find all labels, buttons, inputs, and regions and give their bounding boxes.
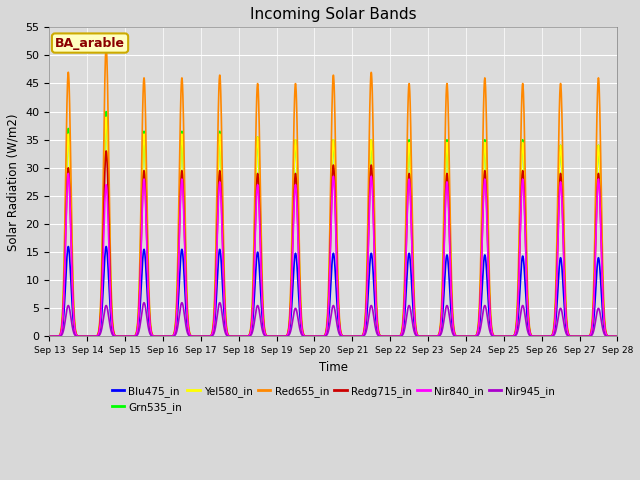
Nir945_in bbox=[144, 323, 152, 329]
Title: Incoming Solar Bands: Incoming Solar Bands bbox=[250, 7, 417, 22]
Nir840_in bbox=[541, 334, 549, 339]
Red655_in bbox=[602, 331, 610, 336]
Nir945_in bbox=[110, 333, 118, 339]
Yel580_in bbox=[45, 334, 53, 339]
Nir840_in bbox=[45, 334, 53, 339]
Red655_in bbox=[264, 333, 271, 339]
Grn535_in bbox=[45, 334, 53, 339]
Redg715_in bbox=[288, 266, 296, 272]
Nir945_in bbox=[614, 334, 621, 339]
Blu475_in bbox=[614, 334, 621, 339]
Line: Blu475_in: Blu475_in bbox=[49, 247, 618, 336]
Line: Nir945_in: Nir945_in bbox=[49, 303, 618, 336]
Nir840_in bbox=[65, 170, 72, 176]
Nir840_in bbox=[614, 334, 621, 339]
Nir840_in bbox=[602, 332, 610, 337]
Nir945_in bbox=[45, 334, 53, 339]
Bar bbox=[49, 27, 618, 336]
Grn535_in bbox=[102, 109, 110, 115]
Blu475_in bbox=[288, 299, 296, 305]
Blu475_in bbox=[111, 333, 118, 338]
Yel580_in bbox=[614, 334, 621, 339]
Y-axis label: Solar Radiation (W/m2): Solar Radiation (W/m2) bbox=[7, 113, 20, 251]
Legend: Blu475_in, Grn535_in, Yel580_in, Red655_in, Redg715_in, Nir840_in, Nir945_in: Blu475_in, Grn535_in, Yel580_in, Red655_… bbox=[108, 382, 559, 417]
Nir840_in bbox=[264, 334, 271, 339]
Grn535_in bbox=[144, 268, 152, 274]
Blu475_in bbox=[264, 334, 271, 339]
Grn535_in bbox=[541, 334, 549, 339]
Nir840_in bbox=[144, 283, 152, 289]
Grn535_in bbox=[264, 333, 271, 339]
Yel580_in bbox=[111, 332, 118, 337]
Yel580_in bbox=[288, 252, 296, 258]
Nir840_in bbox=[111, 332, 118, 338]
Redg715_in bbox=[144, 281, 152, 287]
Red655_in bbox=[541, 334, 549, 339]
Nir945_in bbox=[264, 334, 271, 339]
Red655_in bbox=[111, 331, 118, 337]
Blu475_in bbox=[602, 333, 610, 338]
Red655_in bbox=[102, 44, 110, 50]
Redg715_in bbox=[111, 332, 118, 338]
Blu475_in bbox=[65, 244, 72, 250]
Grn535_in bbox=[111, 332, 118, 337]
Line: Nir840_in: Nir840_in bbox=[49, 173, 618, 336]
Redg715_in bbox=[102, 148, 110, 154]
Line: Red655_in: Red655_in bbox=[49, 47, 618, 336]
Line: Grn535_in: Grn535_in bbox=[49, 112, 618, 336]
Line: Yel580_in: Yel580_in bbox=[49, 117, 618, 336]
Nir945_in bbox=[602, 333, 610, 339]
Red655_in bbox=[144, 251, 152, 257]
Blu475_in bbox=[144, 306, 152, 312]
Redg715_in bbox=[264, 334, 271, 339]
Blu475_in bbox=[45, 334, 53, 339]
Red655_in bbox=[614, 334, 621, 339]
Yel580_in bbox=[541, 334, 549, 339]
Line: Redg715_in: Redg715_in bbox=[49, 151, 618, 336]
Red655_in bbox=[45, 334, 53, 339]
Blu475_in bbox=[541, 334, 549, 339]
Yel580_in bbox=[602, 331, 610, 337]
Redg715_in bbox=[602, 332, 610, 337]
Nir945_in bbox=[288, 322, 296, 328]
Nir945_in bbox=[541, 334, 549, 339]
Grn535_in bbox=[614, 334, 621, 339]
Nir945_in bbox=[140, 300, 148, 306]
Yel580_in bbox=[102, 114, 110, 120]
Text: BA_arable: BA_arable bbox=[55, 36, 125, 49]
Red655_in bbox=[288, 228, 296, 234]
Nir840_in bbox=[288, 271, 296, 276]
Yel580_in bbox=[144, 269, 152, 275]
X-axis label: Time: Time bbox=[319, 361, 348, 374]
Grn535_in bbox=[602, 331, 610, 337]
Yel580_in bbox=[264, 333, 271, 339]
Redg715_in bbox=[614, 334, 621, 339]
Redg715_in bbox=[45, 334, 53, 339]
Redg715_in bbox=[541, 334, 549, 339]
Grn535_in bbox=[288, 252, 296, 258]
